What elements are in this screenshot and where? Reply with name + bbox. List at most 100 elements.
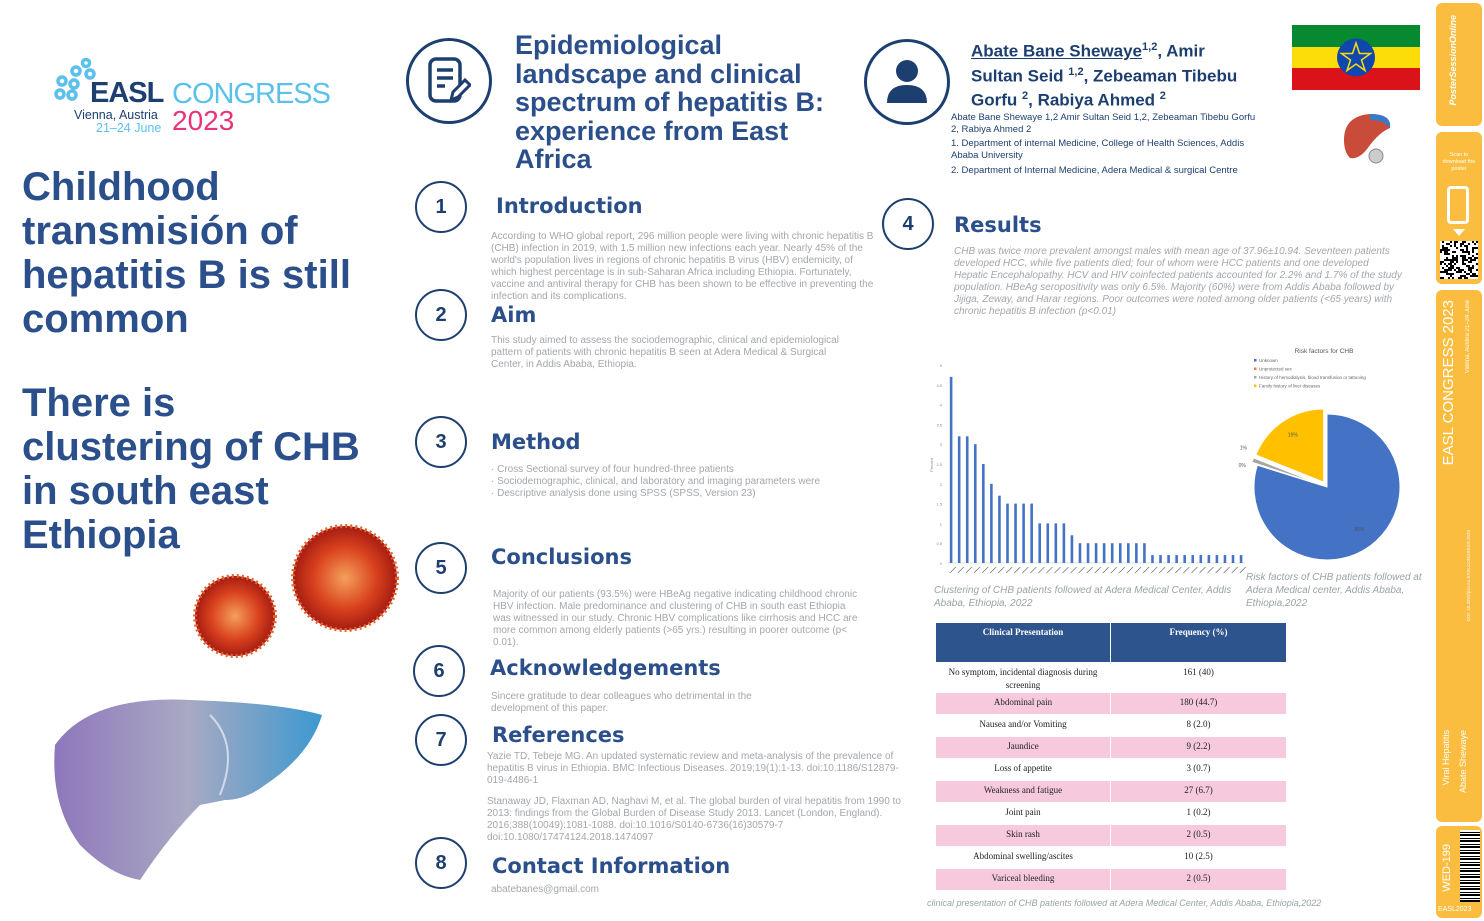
clinical-presentation-table: Clinical Presentation Frequency (%) No sy… xyxy=(935,622,1287,891)
qr-module xyxy=(1456,267,1458,269)
qr-module xyxy=(1470,261,1472,263)
qr-module xyxy=(1466,277,1468,279)
y-tick-label: 2.5 xyxy=(936,462,942,467)
qr-module xyxy=(1440,271,1442,273)
qr-module xyxy=(1440,277,1442,279)
qr-module xyxy=(1476,257,1478,259)
table-cell: Joint pain xyxy=(935,802,1111,825)
headline-line: hepatitis B is still xyxy=(22,253,351,297)
x-tick-mark xyxy=(997,566,1005,574)
qr-module xyxy=(1462,261,1464,263)
x-tick-mark xyxy=(1118,566,1126,574)
headline-line: transmisión of xyxy=(22,209,298,253)
aim-heading: Aim xyxy=(491,303,537,327)
lead-author-link[interactable]: Abate Bane Shewaye xyxy=(971,41,1143,61)
qr-module xyxy=(1464,241,1466,243)
bar xyxy=(949,376,953,563)
x-tick-mark xyxy=(1134,566,1142,574)
pie-data-label: 19% xyxy=(1288,433,1299,439)
qr-module xyxy=(1462,275,1464,277)
barcode xyxy=(1460,830,1480,902)
qr-module xyxy=(1456,259,1458,261)
person-icon xyxy=(864,39,950,125)
contact-email[interactable]: abatebanes@gmail.com xyxy=(491,884,599,895)
ref-1: Yazie TD, Tebeje MG. An updated systemat… xyxy=(487,751,899,786)
qr-module xyxy=(1452,265,1454,267)
bar xyxy=(1127,543,1130,563)
table-row: Abdominal swelling/ascites 10 (2.5) xyxy=(935,846,1287,869)
table-cell: 161 (40) xyxy=(1110,662,1287,693)
legend-label: History of hemodialysis, blood transfusi… xyxy=(1259,375,1366,380)
qr-module xyxy=(1462,243,1464,245)
bar xyxy=(1231,555,1235,563)
pie-slice xyxy=(1251,457,1322,486)
qr-module xyxy=(1444,253,1446,255)
qr-module xyxy=(1454,263,1456,265)
qr-module xyxy=(1472,251,1474,253)
doi-text: DOI: 10.3252/pso.eu.EASLCONGRESS.2023 xyxy=(1466,530,1471,622)
section-number-7: 7 xyxy=(415,714,467,766)
qr-module xyxy=(1472,275,1474,277)
pie-title: Risk factors for CHB xyxy=(1295,348,1354,355)
bar xyxy=(1078,543,1082,563)
qr-module xyxy=(1466,259,1468,261)
qr-module xyxy=(1462,257,1464,259)
qr-module xyxy=(1472,265,1474,267)
pie-data-label: 1% xyxy=(1240,446,1248,452)
qr-module xyxy=(1446,265,1448,267)
table-cell: 180 (44.7) xyxy=(1110,692,1287,715)
bar xyxy=(973,444,977,563)
x-tick-mark xyxy=(1062,566,1069,574)
qr-module xyxy=(1476,269,1478,271)
y-tick-label: 3.5 xyxy=(936,422,942,427)
qr-module xyxy=(1464,255,1466,257)
section-number-6: 6 xyxy=(413,645,465,697)
table-row: Loss of appetite 3 (0.7) xyxy=(935,758,1287,781)
qr-module xyxy=(1474,275,1476,277)
qr-module xyxy=(1452,261,1454,263)
section-number-8: 8 xyxy=(415,837,467,889)
qr-module xyxy=(1472,259,1474,261)
table-row: Weakness and fatigue 27 (6.7) xyxy=(935,780,1287,803)
headline-line: in south east xyxy=(22,469,269,513)
table-cell: 8 (2.0) xyxy=(1110,714,1287,737)
table-cell: No symptom, incidental diagnosis during … xyxy=(935,662,1111,693)
qr-module xyxy=(1466,273,1468,275)
sidebar-download[interactable]: Scan to download the poster xyxy=(1436,132,1482,284)
table-row: Nausea and/or Vomiting 8 (2.0) xyxy=(935,714,1287,737)
sidebar-pso[interactable]: PosterSessionOnline xyxy=(1436,3,1482,126)
table-header: Clinical Presentation xyxy=(935,622,1111,663)
sidebar-code: WED-199 EASL2023 xyxy=(1436,826,1482,918)
pie-slice xyxy=(1255,408,1325,483)
ack-text: Sincere gratitude to dear colleagues who… xyxy=(491,691,752,714)
qr-module xyxy=(1448,277,1450,279)
easl-logo: EASL CONGRESS Vienna, Austria 21–24 June… xyxy=(52,55,332,140)
qr-module xyxy=(1470,271,1472,273)
intro-heading: Introduction xyxy=(496,194,643,218)
legend-label: Unprotected sex xyxy=(1259,367,1293,372)
qr-module xyxy=(1446,253,1448,255)
table-cell: Variceal bleeding xyxy=(935,868,1111,891)
qr-module xyxy=(1468,251,1470,253)
qr-module xyxy=(1442,267,1444,269)
qr-module xyxy=(1446,251,1448,253)
table-cell: Skin rash xyxy=(935,824,1111,847)
y-tick-label: 3 xyxy=(940,442,943,447)
qr-module xyxy=(1450,263,1452,265)
bar xyxy=(1014,503,1017,563)
qr-module xyxy=(1474,243,1476,245)
qr-module xyxy=(1442,261,1444,263)
qr-module xyxy=(1470,257,1472,259)
logo-congress: CONGRESS xyxy=(172,78,331,110)
table-row: No symptom, incidental diagnosis during … xyxy=(935,662,1287,693)
qr-module xyxy=(1442,277,1444,279)
y-tick-label: 0 xyxy=(940,561,943,566)
results-heading: Results xyxy=(954,213,1042,237)
qr-module xyxy=(1444,249,1446,251)
title-line: experience from East xyxy=(515,115,789,146)
qr-code[interactable] xyxy=(1440,241,1478,279)
y-tick-label: 0.5 xyxy=(936,541,942,546)
x-tick-mark xyxy=(973,566,981,574)
qr-module xyxy=(1468,267,1470,269)
table-cell: Jaundice xyxy=(935,736,1111,759)
